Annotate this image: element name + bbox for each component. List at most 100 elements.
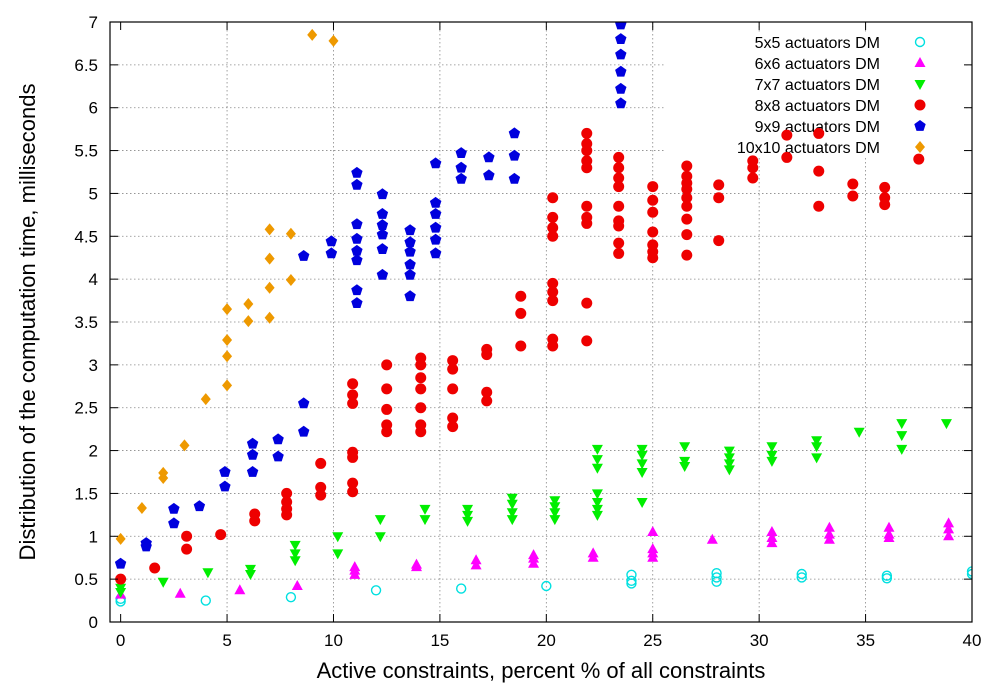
data-point bbox=[547, 222, 559, 234]
data-point bbox=[114, 557, 127, 569]
data-point bbox=[289, 556, 301, 567]
data-point bbox=[636, 459, 648, 470]
data-point bbox=[581, 127, 593, 139]
data-point bbox=[381, 359, 393, 371]
data-point bbox=[285, 591, 297, 603]
data-point bbox=[711, 567, 722, 579]
data-point bbox=[234, 584, 246, 595]
axis-ticks: 0 5 10 15 20 25 30 35 40 0 0.5 1 1.5 2 2.5 3 3.5 4 4.5 5 5.5… bbox=[74, 13, 981, 650]
legend-marker bbox=[914, 99, 926, 111]
legend-label: 5x5 actuators DM bbox=[755, 35, 880, 52]
data-point bbox=[264, 252, 275, 265]
data-point bbox=[943, 530, 955, 541]
data-point bbox=[581, 297, 593, 309]
data-point bbox=[429, 196, 442, 208]
data-point bbox=[325, 235, 338, 247]
data-point bbox=[896, 419, 908, 430]
data-point bbox=[636, 498, 648, 508]
data-point bbox=[157, 577, 169, 588]
y-tick-label: 7 bbox=[89, 13, 98, 32]
data-point bbox=[347, 378, 359, 390]
data-point bbox=[547, 333, 559, 345]
y-tick-label: 6.5 bbox=[74, 56, 98, 75]
data-point bbox=[332, 549, 344, 560]
data-point bbox=[115, 583, 127, 594]
data-point bbox=[376, 243, 389, 254]
data-point bbox=[913, 153, 925, 165]
data-point bbox=[404, 236, 416, 248]
data-point bbox=[447, 421, 459, 433]
data-point bbox=[587, 547, 599, 558]
data-point bbox=[222, 379, 233, 392]
x-tick-label: 30 bbox=[750, 631, 769, 650]
data-point bbox=[347, 397, 359, 409]
data-point bbox=[591, 463, 603, 474]
data-point bbox=[272, 433, 284, 445]
data-point bbox=[447, 355, 459, 367]
data-point bbox=[483, 151, 495, 163]
data-point bbox=[647, 543, 659, 554]
data-point bbox=[940, 419, 952, 430]
data-point bbox=[455, 583, 467, 594]
y-tick-label: 1.5 bbox=[74, 484, 98, 503]
legend-marker bbox=[914, 57, 926, 67]
data-point bbox=[549, 502, 561, 513]
y-tick-label: 2.5 bbox=[74, 399, 98, 418]
data-point bbox=[681, 192, 693, 204]
data-point bbox=[246, 437, 259, 449]
data-point bbox=[811, 436, 823, 447]
data-point bbox=[847, 178, 859, 190]
data-point bbox=[766, 450, 778, 461]
data-point bbox=[613, 172, 625, 184]
data-point bbox=[298, 397, 310, 409]
data-point bbox=[591, 504, 603, 515]
data-point bbox=[328, 34, 339, 47]
data-point bbox=[528, 549, 540, 560]
data-point bbox=[200, 393, 211, 406]
y-tick-label: 3 bbox=[89, 356, 98, 375]
legend-label: 8x8 actuators DM bbox=[755, 98, 880, 115]
y-tick-label: 4.5 bbox=[74, 227, 98, 246]
data-point bbox=[723, 453, 735, 464]
data-point bbox=[244, 570, 256, 580]
data-point bbox=[679, 442, 691, 453]
data-point bbox=[470, 554, 482, 565]
data-point bbox=[796, 572, 807, 583]
legend-background bbox=[665, 32, 965, 53]
data-point bbox=[515, 340, 527, 352]
legend-label: 10x10 actuators DM bbox=[737, 140, 880, 157]
data-point bbox=[272, 450, 284, 462]
data-point bbox=[879, 181, 891, 193]
data-point bbox=[811, 453, 823, 464]
data-point bbox=[581, 335, 593, 347]
legend-background bbox=[665, 53, 965, 74]
data-point bbox=[381, 383, 393, 395]
data-point bbox=[506, 493, 518, 504]
data-point bbox=[613, 247, 625, 259]
data-point bbox=[376, 208, 389, 219]
data-point bbox=[246, 466, 259, 477]
data-point bbox=[713, 192, 725, 204]
data-point bbox=[853, 427, 865, 438]
data-point bbox=[415, 419, 427, 431]
data-point bbox=[647, 194, 659, 206]
data-point bbox=[481, 395, 493, 407]
data-point bbox=[541, 580, 552, 592]
y-tick-label: 0 bbox=[89, 613, 98, 632]
legend-background bbox=[665, 74, 965, 95]
y-tick-label: 6 bbox=[89, 99, 98, 118]
data-point bbox=[404, 224, 416, 236]
data-point bbox=[351, 166, 363, 178]
data-point bbox=[447, 363, 459, 375]
data-point bbox=[332, 532, 344, 543]
data-point bbox=[515, 307, 527, 319]
legend-label: 6x6 actuators DM bbox=[755, 56, 880, 73]
data-point bbox=[766, 532, 778, 542]
data-point bbox=[547, 192, 559, 204]
data-point bbox=[506, 499, 518, 510]
legend-marker bbox=[914, 36, 926, 48]
data-point bbox=[549, 508, 561, 519]
data-point bbox=[766, 456, 778, 467]
data-point bbox=[351, 178, 363, 190]
data-point bbox=[615, 33, 627, 44]
